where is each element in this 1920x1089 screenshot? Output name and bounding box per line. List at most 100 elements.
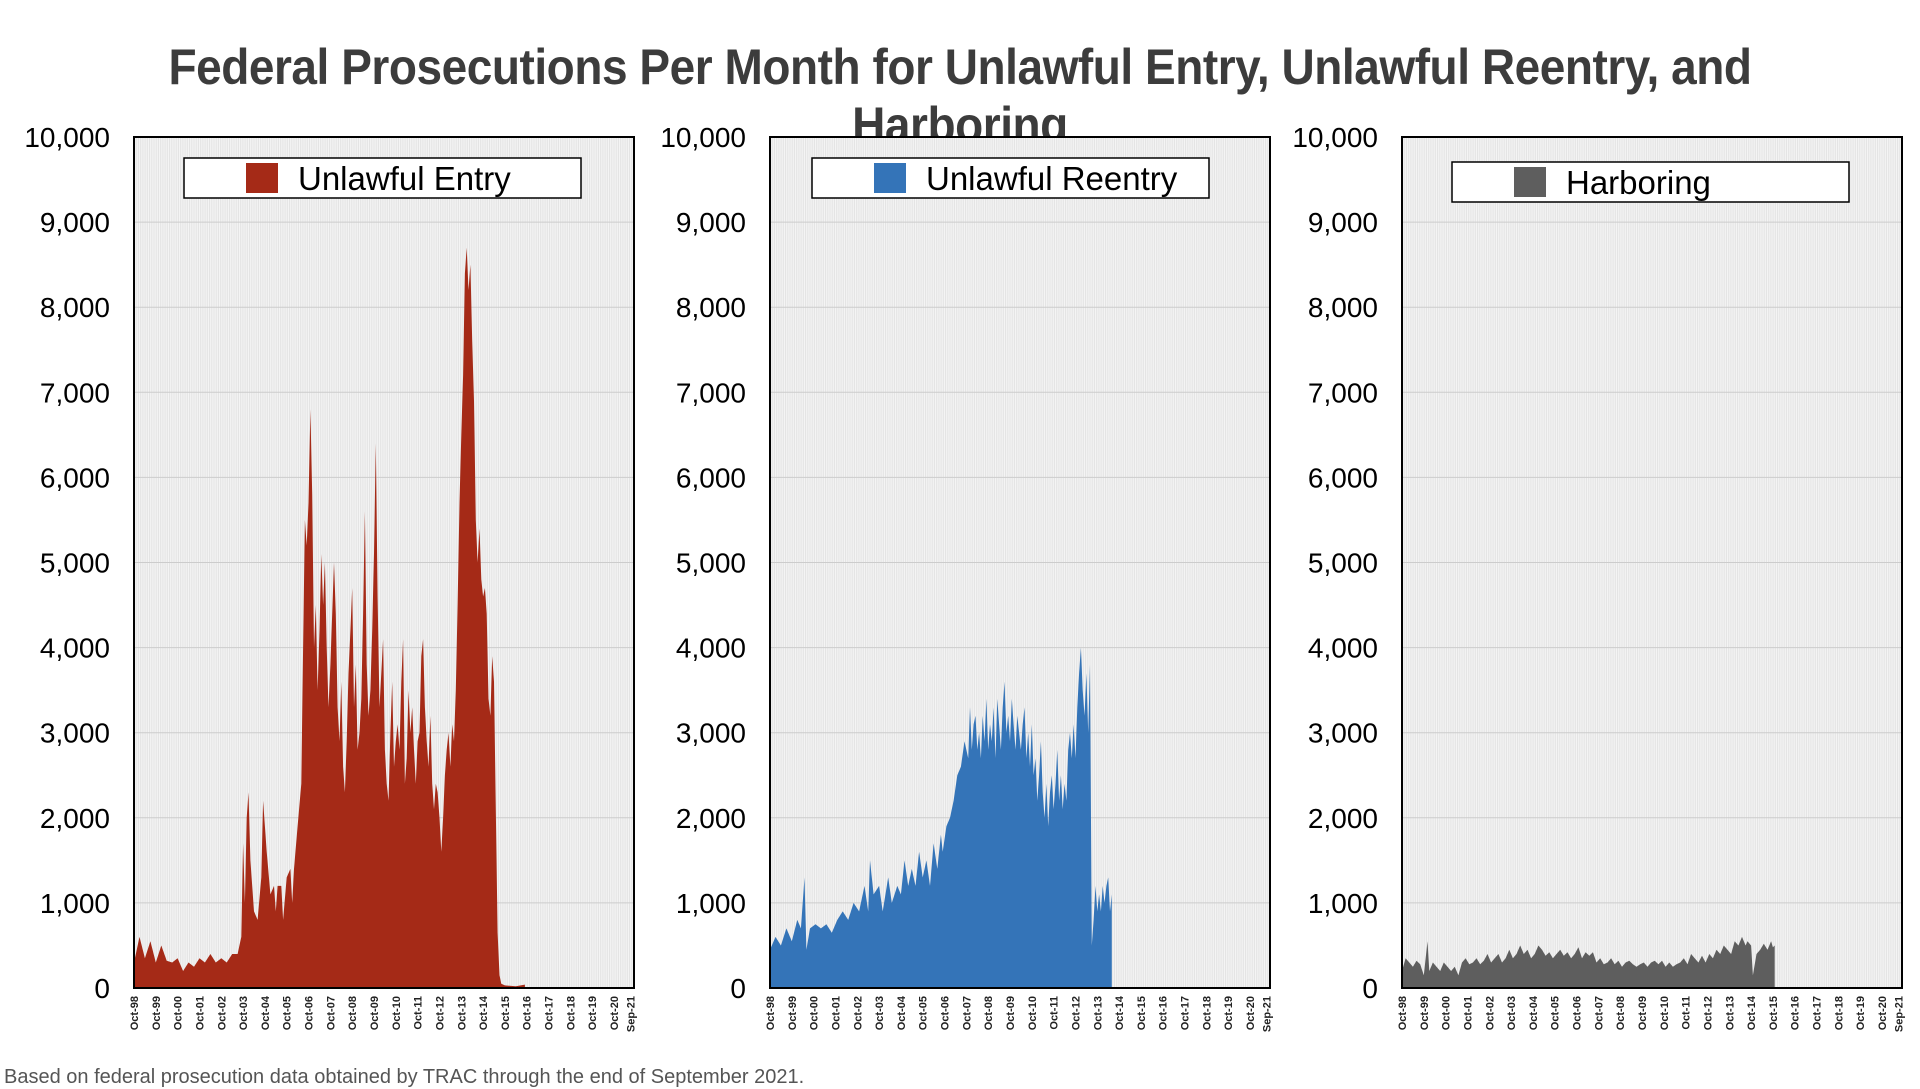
- x-tick-label: Oct-09: [369, 996, 381, 1030]
- x-tick-label: Oct-12: [435, 996, 447, 1030]
- y-tick-label: 6,000: [40, 462, 110, 493]
- y-tick-label: 2,000: [40, 803, 110, 834]
- series-area: [1402, 936, 1775, 988]
- y-tick-label: 1,000: [1308, 888, 1378, 919]
- x-tick-label: Oct-19: [1223, 996, 1235, 1030]
- x-tick-label: Oct-14: [478, 995, 490, 1030]
- y-tick-label: 6,000: [676, 462, 746, 493]
- x-tick-label: Oct-09: [1637, 996, 1649, 1030]
- x-tick-label: Oct-13: [456, 996, 468, 1030]
- x-tick-label: Oct-10: [1659, 996, 1671, 1030]
- x-tick-label: Oct-99: [1419, 996, 1431, 1030]
- x-tick-label: Oct-07: [325, 996, 337, 1030]
- x-tick-label: Oct-17: [544, 996, 556, 1030]
- x-tick-label: Oct-05: [1550, 996, 1562, 1030]
- x-tick-label: Oct-04: [896, 995, 908, 1030]
- x-tick-label: Oct-09: [1005, 996, 1017, 1030]
- horizontal-gridlines: [770, 136, 1270, 904]
- y-tick-label: 4,000: [676, 633, 746, 664]
- legend-label: Unlawful Entry: [298, 160, 511, 197]
- plot-frame: [769, 136, 1271, 989]
- x-tick-label: Oct-13: [1092, 996, 1104, 1030]
- x-tick-label: Oct-00: [173, 996, 185, 1030]
- x-tick-label: Oct-15: [1136, 996, 1148, 1030]
- x-tick-label: Oct-17: [1180, 996, 1192, 1030]
- x-tick-label: Oct-08: [1615, 996, 1627, 1030]
- y-tick-label: 3,000: [676, 718, 746, 749]
- legend-label: Harboring: [1566, 164, 1711, 201]
- y-tick-label: 0: [730, 973, 746, 1004]
- y-tick-label: 5,000: [676, 548, 746, 579]
- chart-title: Federal Prosecutions Per Month for Unlaw…: [168, 39, 1752, 153]
- x-tick-label: Oct-11: [413, 996, 425, 1030]
- x-tick-label: Oct-03: [238, 996, 250, 1030]
- x-tick-label: Oct-12: [1703, 996, 1715, 1030]
- x-tick-label: Oct-98: [1397, 996, 1409, 1030]
- legend-label: Unlawful Reentry: [926, 160, 1178, 197]
- y-tick-label: 10,000: [24, 122, 110, 153]
- x-tick-label: Oct-10: [391, 996, 403, 1030]
- x-tick-label: Oct-00: [1441, 996, 1453, 1030]
- y-tick-label: 9,000: [1308, 207, 1378, 238]
- x-tick-label: Oct-06: [1572, 996, 1584, 1030]
- y-tick-label: 8,000: [40, 292, 110, 323]
- x-tick-label: Oct-02: [852, 996, 864, 1030]
- x-tick-label: Oct-99: [151, 996, 163, 1030]
- y-tick-label: 5,000: [40, 548, 110, 579]
- x-tick-label: Oct-07: [1593, 996, 1605, 1030]
- x-tick-label: Oct-20: [609, 996, 621, 1030]
- x-tick-label: Oct-20: [1245, 996, 1257, 1030]
- x-tick-label: Oct-98: [129, 996, 141, 1030]
- x-tick-label: Oct-08: [347, 996, 359, 1030]
- legend: Unlawful Entry: [183, 157, 582, 199]
- x-tick-label: Oct-10: [1027, 996, 1039, 1030]
- x-tick-label: Oct-14: [1746, 995, 1758, 1030]
- x-tick-label: Sep-21: [1893, 996, 1905, 1032]
- chart-panel-2: 0 1,000 2,000 3,000 4,000 5,000 6,000 7,000 8,00…: [660, 122, 1273, 1032]
- x-tick-label: Sep-21: [1261, 996, 1273, 1032]
- y-tick-label: 7,000: [40, 377, 110, 408]
- y-tick-label: 6,000: [1308, 462, 1378, 493]
- y-tick-label: 2,000: [676, 803, 746, 834]
- x-tick-label: Sep-21: [625, 996, 637, 1032]
- legend-swatch: [246, 163, 278, 193]
- x-tick-label: Oct-15: [500, 996, 512, 1030]
- x-tick-label: Oct-05: [282, 996, 294, 1030]
- x-tick-label: Oct-02: [1484, 996, 1496, 1030]
- y-tick-label: 7,000: [676, 377, 746, 408]
- y-tick-label: 4,000: [1308, 633, 1378, 664]
- x-tick-label: Oct-18: [1201, 996, 1213, 1030]
- chart-panel-3: 0 1,000 2,000 3,000 4,000 5,000 6,000 7,000 8,00…: [1292, 122, 1905, 1032]
- y-tick-label: 3,000: [40, 718, 110, 749]
- x-tick-label: Oct-00: [809, 996, 821, 1030]
- y-tick-label: 4,000: [40, 633, 110, 664]
- y-tick-label: 10,000: [1292, 122, 1378, 153]
- series-area: [770, 647, 1112, 988]
- x-tick-label: Oct-07: [961, 996, 973, 1030]
- x-tick-label: Oct-11: [1681, 996, 1693, 1030]
- y-tick-label: 3,000: [1308, 718, 1378, 749]
- x-tick-label: Oct-08: [983, 996, 995, 1030]
- x-tick-label: Oct-06: [304, 996, 316, 1030]
- y-tick-label: 1,000: [40, 888, 110, 919]
- y-tick-label: 5,000: [1308, 548, 1378, 579]
- x-tick-label: Oct-98: [765, 996, 777, 1030]
- x-tick-label: Oct-01: [195, 996, 207, 1030]
- x-tick-label: Oct-14: [1114, 995, 1126, 1030]
- x-tick-label: Oct-01: [1463, 996, 1475, 1030]
- x-tick-label: Oct-13: [1724, 996, 1736, 1030]
- x-tick-label: Oct-19: [1855, 996, 1867, 1030]
- y-tick-label: 8,000: [1308, 292, 1378, 323]
- x-tick-label: Oct-19: [587, 996, 599, 1030]
- x-tick-label: Oct-99: [787, 996, 799, 1030]
- y-tick-label: 1,000: [676, 888, 746, 919]
- x-tick-label: Oct-15: [1768, 996, 1780, 1030]
- x-tick-label: Oct-16: [1790, 996, 1802, 1030]
- x-tick-label: Oct-18: [1833, 996, 1845, 1030]
- y-tick-label: 9,000: [40, 207, 110, 238]
- x-tick-label: Oct-20: [1877, 996, 1889, 1030]
- y-tick-label: 7,000: [1308, 377, 1378, 408]
- legend-swatch: [874, 163, 906, 193]
- footnote: Based on federal prosecution data obtain…: [4, 1066, 805, 1088]
- x-tick-label: Oct-06: [940, 996, 952, 1030]
